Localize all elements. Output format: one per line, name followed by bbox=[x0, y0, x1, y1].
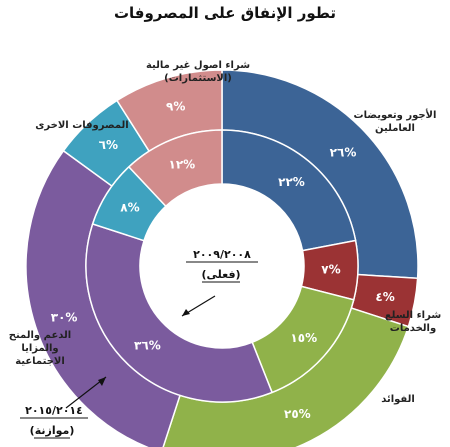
outer-value-label-1: ٤% bbox=[375, 290, 394, 304]
inner-ring-arrowhead bbox=[182, 309, 190, 316]
outer-ring-arrowhead bbox=[98, 377, 106, 386]
inner-ring-year-label: ٢٠٠٩/٢٠٠٨ bbox=[193, 248, 251, 261]
inner-ring-note-label: (فعلى) bbox=[201, 268, 240, 281]
outer-value-label-3: ٣٠% bbox=[51, 310, 78, 324]
inner-ring-actual bbox=[85, 129, 359, 403]
value-labels: ٢٦% ٤% ٢٥% ٣٠% ٦% ٩% ٢٢% ٧% ١٥% ٣٦% ٨% ١٢% bbox=[51, 100, 395, 421]
outer-value-label-2: ٢٥% bbox=[284, 407, 311, 421]
category-label-2: الفوائد bbox=[381, 394, 415, 405]
outer-ring-pointer-arrow bbox=[65, 376, 107, 409]
outer-value-label-4: ٦% bbox=[99, 138, 118, 152]
category-label-1: شراء السلع والخدمات bbox=[385, 310, 442, 334]
inner-value-label-2: ١٥% bbox=[290, 331, 317, 345]
inner-value-label-5: ١٢% bbox=[169, 158, 196, 172]
category-label-5: شراء اصول غير مالية (الاستثمارات) bbox=[146, 60, 250, 84]
category-label-4: المصروفات الاخرى bbox=[35, 120, 128, 131]
inner-value-label-3: ٣٦% bbox=[134, 338, 161, 352]
inner-slice-5 bbox=[127, 129, 223, 208]
category-labels: الأجور وتعويضات العاملين شراء السلع والخدما… bbox=[9, 60, 442, 405]
outer-ring-note-label: (موازنة) bbox=[30, 424, 75, 437]
chart-title: تطور الإنفاق على المصروفات bbox=[113, 4, 337, 22]
outer-value-label-0: ٢٦% bbox=[330, 145, 357, 159]
inner-slice-3 bbox=[85, 223, 274, 403]
inner-value-label-4: ٨% bbox=[120, 201, 139, 215]
outer-ring-year-label: ٢٠١٥/٢٠١٤ bbox=[25, 404, 83, 417]
outer-value-label-5: ٩% bbox=[166, 100, 185, 114]
outer-ring-budget bbox=[25, 69, 419, 447]
category-label-0: الأجور وتعويضات العاملين bbox=[354, 108, 437, 134]
category-label-3: الدعم والمنح والمزايا الاجتماعية bbox=[9, 330, 72, 367]
inner-value-label-0: ٢٢% bbox=[278, 175, 305, 189]
inner-value-label-1: ٧% bbox=[321, 262, 340, 276]
